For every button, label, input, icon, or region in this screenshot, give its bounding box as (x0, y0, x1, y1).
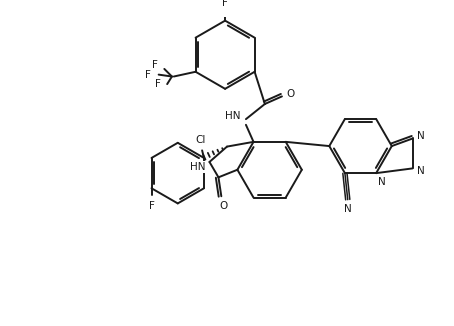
Text: N: N (417, 166, 425, 176)
Text: F: F (152, 60, 158, 70)
Text: F: F (148, 200, 154, 211)
Text: O: O (219, 201, 227, 211)
Text: HN: HN (190, 162, 206, 172)
Text: F: F (222, 0, 228, 8)
Text: N: N (417, 131, 425, 141)
Text: N: N (378, 177, 386, 187)
Text: F: F (155, 79, 161, 89)
Text: O: O (286, 89, 295, 98)
Text: Cl: Cl (195, 135, 205, 145)
Text: N: N (344, 204, 351, 215)
Text: HN: HN (225, 111, 240, 121)
Text: F: F (145, 70, 151, 80)
